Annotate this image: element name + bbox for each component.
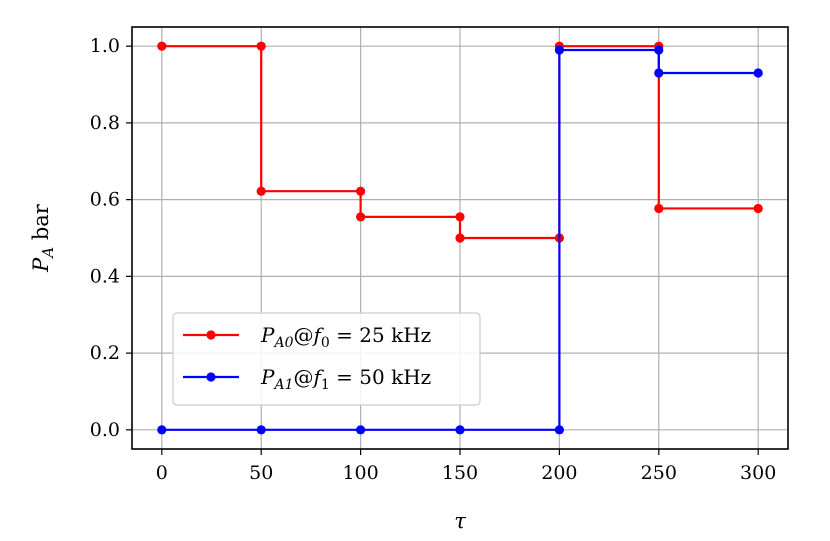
data-point: [256, 41, 266, 51]
legend: PA0@f0 = 25 kHz PA1@f1 = 50 kHz: [172, 312, 481, 406]
x-tick-label: 300: [740, 462, 776, 484]
x-tick-label: 200: [541, 462, 577, 484]
x-tick-label: 250: [641, 462, 677, 484]
data-point: [455, 425, 465, 435]
x-axis-label: τ: [454, 509, 466, 533]
data-point: [753, 68, 763, 78]
x-tick-label: 50: [249, 462, 273, 484]
data-point: [356, 186, 366, 196]
legend-marker: [206, 330, 216, 340]
series-layer: [157, 41, 763, 435]
legend-label: PA0@f0 = 25 kHz: [260, 323, 431, 351]
data-point: [157, 41, 167, 51]
data-point: [455, 212, 465, 222]
data-point: [256, 425, 266, 435]
series-1: [157, 45, 763, 435]
legend-box: [172, 312, 481, 406]
x-tick-label: 0: [156, 462, 168, 484]
legend-marker: [206, 372, 216, 382]
data-point: [654, 68, 664, 78]
data-point: [455, 233, 465, 243]
data-point: [256, 186, 266, 196]
data-point: [753, 203, 763, 214]
y-axis-label: PA bar: [29, 203, 57, 273]
y-tick-label: 0.0: [90, 419, 120, 441]
legend-entry-0: PA0@f0 = 25 kHz: [183, 323, 431, 351]
y-tick-label: 0.2: [90, 342, 120, 364]
data-point: [157, 425, 167, 435]
data-point: [356, 212, 366, 222]
y-tick-label: 0.8: [90, 112, 120, 134]
x-tick-label: 150: [442, 462, 478, 484]
data-point: [554, 425, 564, 435]
data-point: [554, 45, 564, 55]
ticks: 0 50 100 150 200 250 300 0.0 0.2 0.4 0.6 0.8 1.0: [90, 35, 777, 484]
data-point: [654, 45, 664, 55]
legend-entry-1: PA1@f1 = 50 kHz: [183, 365, 431, 393]
legend-label: PA1@f1 = 50 kHz: [260, 365, 431, 393]
data-point: [356, 425, 366, 435]
y-tick-label: 1.0: [90, 35, 120, 57]
axis-labels: τ PA bar: [29, 203, 466, 533]
y-tick-label: 0.6: [90, 189, 120, 211]
y-tick-label: 0.4: [90, 265, 120, 287]
data-point: [654, 203, 664, 214]
x-tick-label: 100: [342, 462, 378, 484]
